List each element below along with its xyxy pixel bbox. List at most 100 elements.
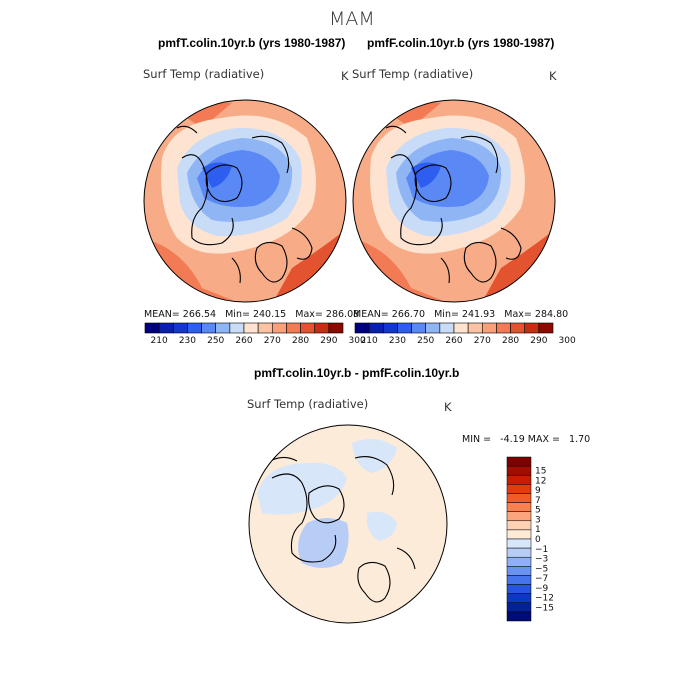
panel2-colorbar-tick: 270	[474, 336, 491, 346]
panel3-colorbar-swatch	[506, 502, 532, 512]
panel1-colorbar-swatch	[314, 322, 330, 334]
panel2-colorbar-swatch	[382, 322, 398, 334]
panel1-colorbar-tick: 270	[264, 336, 281, 346]
panel1-max-label: Max=	[295, 309, 323, 320]
panel3-colorbar-tick: 15	[535, 467, 546, 477]
panel3-colorbar-tick: 9	[535, 486, 541, 496]
panel3-colorbar-swatch	[506, 593, 532, 604]
panel1-mean-value: 266.54	[182, 309, 217, 320]
panel1-colorbar-swatch	[215, 322, 231, 334]
panel3-max-value: 1.70	[569, 434, 591, 445]
panel2-variable: Surf Temp (radiative)	[352, 67, 474, 81]
panel1-colorbar-tick: 290	[320, 336, 337, 346]
panel1-title: pmfT.colin.10yr.b (yrs 1980-1987)	[158, 36, 346, 50]
panel3-colorbar-tick: 3	[535, 515, 541, 525]
panel2-map-border	[352, 99, 556, 303]
panel3-field-neg-east	[366, 511, 397, 541]
panel2-colorbar-tick: 280	[502, 336, 519, 346]
panel2-colorbar-swatch	[439, 322, 455, 334]
panel2-colorbar-swatch	[453, 322, 469, 334]
panel3-colorbar-tick: −15	[535, 603, 554, 613]
panel1-mean-label: MEAN=	[144, 309, 180, 320]
panel3-variable: Surf Temp (radiative)	[247, 397, 369, 411]
panel3-colorbar-tick: 12	[535, 476, 546, 486]
panel1-colorbar-swatch	[257, 322, 273, 334]
panel1-colorbar-tick: 210	[151, 336, 168, 346]
panel2-colorbar-swatch	[411, 322, 427, 334]
panel2-stats: MEAN= 266.70 Min= 241.93 Max= 284.80	[353, 309, 568, 320]
panel1-colorbar-tick: 230	[179, 336, 196, 346]
panel3-colorbar-swatch	[506, 611, 532, 622]
panel3-colorbar-tick: 7	[535, 496, 541, 506]
panel2-colorbar-swatch	[524, 322, 540, 334]
panel2-max-label: Max=	[504, 309, 532, 320]
panel3-colorbar-swatch	[506, 529, 532, 540]
panel1-colorbar-swatch	[201, 322, 217, 334]
panel1-variable: Surf Temp (radiative)	[143, 67, 265, 81]
panel1-colorbar-tick: 300	[349, 336, 366, 346]
panel3-colorbar-swatch	[506, 520, 532, 531]
panel3-stats: MIN = -4.19 MAX = 1.70	[462, 434, 590, 445]
panel1-colorbar-swatch	[187, 322, 202, 334]
panel2-colorbar-swatch	[354, 322, 370, 334]
panel2-title: pmfF.colin.10yr.b (yrs 1980-1987)	[367, 36, 555, 50]
panel3-colorbar-tick: −3	[535, 555, 548, 565]
panel1-field-cold	[202, 162, 232, 188]
panel3-coastlines	[266, 456, 416, 603]
panel1-colorbar-tick: 250	[207, 336, 224, 346]
panel3-title: pmfT.colin.10yr.b - pmfF.colin.10yr.b	[254, 366, 460, 380]
panel2-colorbar-tick: 290	[530, 336, 547, 346]
panel1-min-label: Min=	[225, 309, 250, 320]
panel3-min-label: MIN =	[462, 434, 492, 445]
panel3-colorbar-swatch	[506, 556, 532, 567]
panel2-field-cold	[411, 162, 441, 188]
panel2-colorbar-swatch	[510, 322, 526, 334]
panel2-colorbar-tick: 250	[417, 336, 434, 346]
panel2-colorbar: 210 230 250 260 270 280 290 300	[354, 322, 576, 346]
panel2-mean-label: MEAN=	[353, 309, 389, 320]
panel2-colorbar-tick: 230	[389, 336, 406, 346]
panel3-colorbar-tick: −9	[535, 584, 549, 594]
panel3-colorbar-tick: 1	[535, 525, 541, 535]
panel1-colorbar-swatch	[286, 322, 301, 334]
panel3-colorbar-swatch	[506, 547, 532, 558]
panel1-colorbar-swatch	[172, 322, 188, 334]
panel2-units: K	[549, 69, 557, 83]
panel2-min-label: Min=	[434, 309, 459, 320]
panel2-max-value: 284.80	[534, 309, 569, 320]
panel3-colorbar-tick: −1	[535, 545, 548, 555]
panel3-field-neg-west	[257, 462, 347, 515]
panel3-colorbar-swatch	[506, 511, 532, 522]
panel1-colorbar-swatch	[229, 322, 245, 334]
panel3-colorbar-swatch	[506, 456, 532, 467]
panel1-colorbar-swatch	[271, 322, 287, 334]
panel1-colorbar-swatch	[300, 322, 316, 334]
panel3-colorbar-swatch	[506, 474, 532, 485]
panel3-units: K	[444, 400, 452, 414]
panel1-units: K	[341, 69, 349, 83]
panel2-colorbar-swatch	[538, 322, 554, 334]
panel3-colorbar-tick: 0	[535, 535, 541, 545]
panel1-colorbar-swatch	[158, 322, 174, 334]
panel3-field-neg-center	[298, 518, 349, 568]
panel2-colorbar-swatch	[467, 322, 483, 334]
panel1-polar-map	[143, 99, 347, 303]
panel3-map-border	[248, 424, 448, 624]
panel2-colorbar-swatch	[496, 322, 511, 334]
panel1-colorbar-tick: 280	[292, 336, 309, 346]
panel1-max-value: 286.08	[325, 309, 360, 320]
panel3-colorbar-tick: −7	[535, 574, 548, 584]
panel1-coastlines	[176, 125, 313, 284]
panel3-colorbar-swatch	[506, 484, 532, 494]
panel2-colorbar-swatch	[397, 322, 412, 334]
panel2-mean-value: 266.70	[391, 309, 426, 320]
panel2-colorbar-swatch	[368, 322, 384, 334]
panel1-colorbar-swatch	[243, 322, 259, 334]
panel3-colorbar-swatch	[506, 538, 532, 549]
figure-suptitle: MAM	[329, 8, 375, 30]
panel2-colorbar-tick: 210	[361, 336, 378, 346]
panel3-max-label: MAX =	[527, 434, 560, 445]
panel3-colorbar-swatch	[506, 575, 532, 585]
